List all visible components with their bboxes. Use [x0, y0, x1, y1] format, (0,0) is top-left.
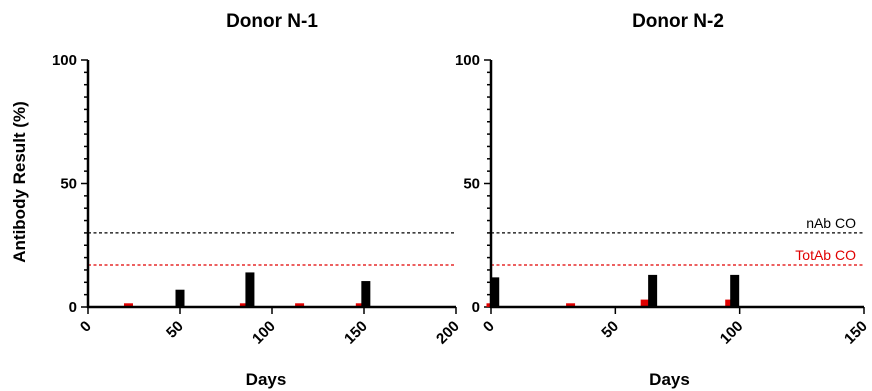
nab-bar [175, 289, 185, 307]
x-tick-label: 150 [341, 318, 371, 348]
x-tick-label: 150 [841, 318, 871, 348]
x-tick-label: 0 [77, 318, 95, 336]
y-tick-label: 50 [463, 176, 480, 193]
totab-bar [295, 303, 305, 307]
totab-bar [239, 303, 249, 307]
reference-line-label: nAb CO [806, 215, 856, 231]
y-tick-label: 0 [69, 299, 77, 316]
y-axis-label: Antibody Result (%) [10, 101, 29, 263]
x-tick-label: 0 [480, 318, 498, 336]
totab-bar [566, 303, 576, 307]
y-tick-label: 100 [455, 52, 480, 69]
totab-bar [123, 303, 133, 307]
nab-bar [648, 274, 658, 307]
nab-bar [730, 274, 740, 307]
x-tick-label: 100 [717, 318, 747, 348]
x-axis-label: Days [246, 370, 287, 389]
nab-bar [490, 277, 500, 307]
totab-bar [640, 299, 650, 307]
x-tick-label: 100 [249, 318, 279, 348]
y-tick-label: 100 [52, 52, 77, 69]
y-tick-label: 50 [60, 176, 77, 193]
chart-panel-donor-n2: Donor N-2 0 50 100 nAb CO TotAb CO 0 50 100 150 Da… [455, 11, 871, 389]
reference-line-label: TotAb CO [795, 247, 856, 263]
nab-bar [361, 281, 371, 307]
chart-panel-donor-n1: Donor N-1 0 50 100 0 50 100 150 200 Days [52, 11, 463, 389]
x-tick-label: 50 [598, 318, 622, 342]
chart-title: Donor N-1 [226, 11, 318, 32]
y-tick-label: 0 [472, 299, 480, 316]
totab-bar [725, 299, 735, 307]
x-axis-label: Days [649, 370, 690, 389]
x-tick-label: 200 [433, 318, 463, 348]
x-tick-label: 50 [163, 318, 187, 342]
nab-bar [245, 272, 255, 307]
totab-bar [355, 303, 365, 307]
chart-title: Donor N-2 [632, 11, 724, 32]
